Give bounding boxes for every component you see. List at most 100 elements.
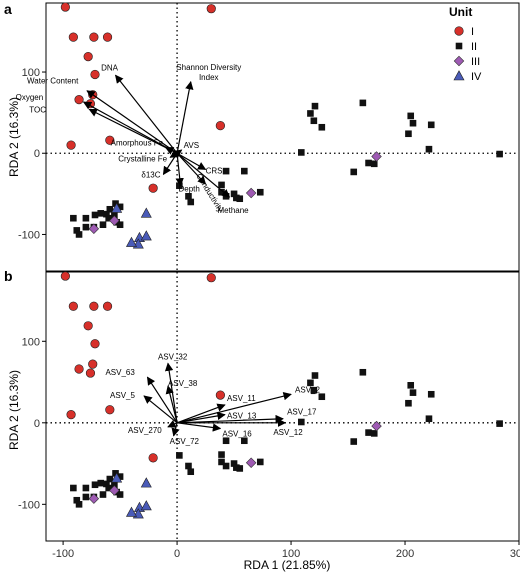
data-point-unit-iv (111, 472, 123, 483)
data-point-unit-ii (97, 479, 105, 487)
data-point-unit-iv (111, 202, 123, 213)
vector-label: ASV_17 (287, 408, 317, 417)
data-point-unit-ii (82, 214, 90, 222)
data-point-unit-ii (311, 372, 319, 379)
data-point-unit-ii (405, 130, 412, 138)
data-point-unit-ii (99, 491, 107, 498)
data-point-unit-ii (233, 464, 240, 471)
x-tick-label: 0 (174, 548, 180, 560)
data-point-unit-ii (359, 99, 367, 107)
data-point-unit-ii (425, 415, 433, 423)
data-point-unit-ii (82, 484, 90, 492)
vector-label: Water Content (27, 77, 79, 86)
data-point-unit-ii (256, 458, 264, 466)
data-point-unit-ii (365, 159, 372, 167)
vector-arrow (167, 419, 178, 428)
vector-arrow (146, 376, 178, 424)
data-point-unit-i (90, 339, 100, 349)
data-point-unit-i (88, 359, 98, 369)
data-point-unit-i (90, 69, 100, 80)
vector-arrow (165, 385, 178, 423)
data-point-unit-ii (236, 195, 244, 203)
data-point-unit-i (83, 321, 93, 331)
data-point-unit-ii (105, 484, 112, 492)
vector-label: ASV_270 (128, 426, 162, 435)
panel-b-y-axis-label: RDA 2 (16.3%) (7, 370, 21, 450)
data-point-unit-ii (116, 203, 124, 211)
data-point-unit-ii (222, 437, 230, 445)
vector-label: ASV_5 (110, 391, 135, 400)
data-point-unit-ii (298, 418, 305, 426)
data-point-unit-iv (125, 236, 137, 247)
data-point-unit-iv (140, 230, 152, 241)
legend-marker-ii (455, 42, 463, 50)
data-point-unit-ii (427, 390, 435, 398)
vector-label: ASV_2 (295, 385, 320, 394)
vector-label: δ13C (141, 170, 160, 179)
data-point-unit-ii (222, 167, 230, 175)
data-point-unit-ii (318, 393, 326, 401)
panel-b-x-axis-label: RDA 1 (21.85%) (244, 558, 331, 572)
vector-label: ASV_32 (158, 352, 188, 361)
vector-arrow (86, 90, 178, 154)
data-point-unit-iii (109, 485, 120, 496)
data-point-unit-ii (70, 484, 77, 492)
vector-arrow (176, 152, 207, 171)
data-point-unit-ii (82, 493, 90, 501)
data-point-unit-ii (112, 200, 119, 207)
data-point-unit-ii (99, 221, 107, 229)
data-point-unit-i (74, 95, 84, 105)
data-point-unit-i (68, 301, 78, 311)
data-point-unit-ii (496, 420, 503, 427)
vector-label: Shannon Diversity Index (176, 63, 241, 82)
data-point-unit-i (74, 364, 84, 374)
data-point-unit-i (83, 51, 93, 62)
legend-marker-iv (453, 70, 465, 81)
panel-b-x-ticks: -100 0 100 200 300 (52, 541, 520, 560)
data-point-unit-ii (310, 117, 318, 125)
data-point-unit-iv (140, 477, 152, 488)
vector-label: ASV_38 (168, 379, 198, 388)
vector-arrow (115, 74, 178, 154)
data-point-unit-ii (116, 491, 124, 498)
legend-label: II (471, 41, 477, 53)
data-point-unit-ii (407, 112, 415, 120)
data-point-unit-i (60, 271, 70, 281)
data-point-unit-ii (425, 145, 433, 153)
data-point-unit-ii (233, 194, 240, 202)
x-tick-label: 100 (282, 548, 300, 560)
vector-arrow (88, 108, 178, 154)
data-point-unit-ii (370, 430, 378, 437)
vector-label: Oxygen (16, 93, 44, 102)
data-point-unit-ii (103, 210, 110, 218)
data-point-unit-ii (75, 231, 83, 238)
data-point-unit-ii (82, 223, 90, 231)
data-point-unit-ii (185, 462, 192, 470)
data-point-unit-iii (245, 457, 257, 468)
data-point-unit-ii (218, 451, 225, 458)
data-point-unit-ii (106, 475, 114, 483)
data-point-unit-ii (105, 214, 112, 222)
vector-arrow (176, 422, 222, 432)
data-point-unit-ii (97, 210, 105, 217)
panel-b-points (60, 271, 503, 519)
vector-arrow (162, 152, 178, 176)
vector-label: Depth (178, 185, 199, 194)
panel-a-plot-area (45, 2, 520, 272)
data-point-unit-ii (75, 501, 83, 508)
data-point-unit-ii (91, 211, 99, 219)
data-point-unit-ii (230, 460, 238, 467)
data-point-unit-i (102, 32, 113, 42)
data-point-unit-i (66, 140, 76, 150)
data-point-unit-ii (256, 188, 264, 196)
data-point-unit-ii (116, 473, 124, 480)
vector-label: ASV_12 (273, 428, 303, 437)
data-point-unit-ii (103, 480, 110, 488)
vector-label: CRS (206, 166, 223, 175)
legend-marker-i (454, 26, 464, 36)
data-point-unit-iii (245, 187, 257, 199)
data-point-unit-ii (222, 462, 230, 470)
data-point-unit-ii (218, 181, 225, 189)
